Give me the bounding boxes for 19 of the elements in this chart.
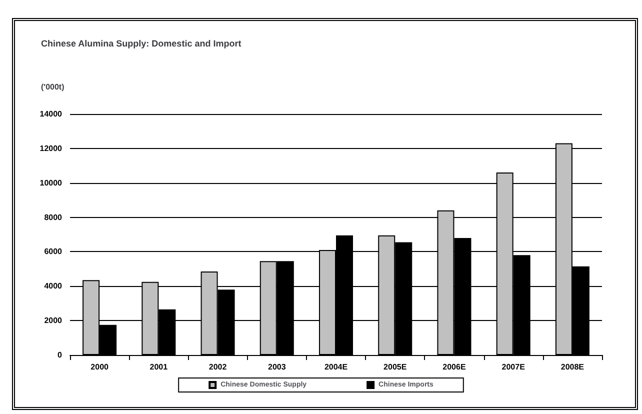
y-tick-label: 12000 xyxy=(40,144,63,153)
x-tick-label: 2008E xyxy=(560,362,585,372)
y-tick-label: 8000 xyxy=(44,212,63,222)
x-tick-label: 2007E xyxy=(502,362,526,372)
x-tick-label: 2002 xyxy=(208,362,228,372)
x-tick-label: 2006E xyxy=(442,362,466,372)
y-axis-title: ('000t) xyxy=(41,82,65,92)
y-tick-label: 14000 xyxy=(40,110,63,118)
y-tick-label: 0 xyxy=(58,350,63,360)
x-tick-label: 2000 xyxy=(90,362,110,372)
x-tick-label: 2001 xyxy=(150,362,168,372)
y-tick-label: 2000 xyxy=(44,316,63,326)
y-tick-label: 10000 xyxy=(40,178,63,188)
y-tick-label: 4000 xyxy=(44,282,63,291)
chart-title: Chinese Alumina Supply: Domestic and Import xyxy=(41,38,242,48)
x-tick-label: 2005E xyxy=(384,362,408,372)
x-tick-label: 2003 xyxy=(268,362,286,372)
x-tick-label: 2004E xyxy=(324,362,348,372)
y-tick-label: 6000 xyxy=(44,247,63,256)
